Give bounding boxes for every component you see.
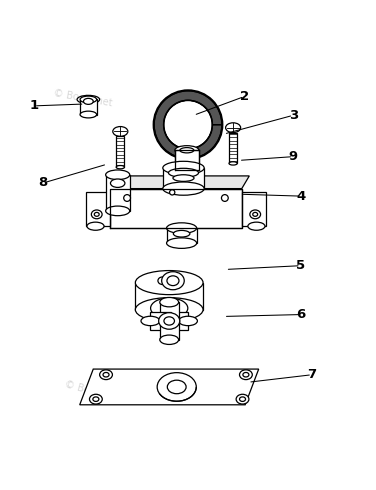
Ellipse shape bbox=[87, 222, 104, 230]
Ellipse shape bbox=[253, 212, 258, 216]
Bar bbox=[229, 133, 237, 163]
Ellipse shape bbox=[250, 210, 261, 219]
Polygon shape bbox=[160, 319, 179, 340]
Ellipse shape bbox=[163, 182, 204, 195]
Ellipse shape bbox=[150, 298, 188, 319]
Text: 4: 4 bbox=[296, 190, 305, 203]
Ellipse shape bbox=[243, 372, 249, 377]
Ellipse shape bbox=[106, 170, 130, 180]
Ellipse shape bbox=[175, 146, 199, 155]
Bar bbox=[135, 283, 203, 310]
Ellipse shape bbox=[159, 313, 180, 329]
Ellipse shape bbox=[168, 168, 199, 177]
Ellipse shape bbox=[135, 270, 203, 294]
Ellipse shape bbox=[167, 223, 197, 233]
Ellipse shape bbox=[113, 126, 128, 136]
Polygon shape bbox=[167, 312, 188, 330]
Text: 8: 8 bbox=[39, 176, 48, 190]
Ellipse shape bbox=[164, 317, 174, 325]
Ellipse shape bbox=[163, 161, 204, 174]
Polygon shape bbox=[160, 302, 179, 323]
Polygon shape bbox=[154, 91, 222, 159]
Ellipse shape bbox=[248, 222, 265, 230]
Text: 6: 6 bbox=[296, 308, 305, 321]
Text: 7: 7 bbox=[308, 368, 317, 381]
Ellipse shape bbox=[240, 370, 252, 380]
Polygon shape bbox=[110, 189, 242, 228]
Ellipse shape bbox=[124, 195, 130, 201]
Bar bbox=[116, 136, 124, 167]
Ellipse shape bbox=[103, 372, 109, 377]
Ellipse shape bbox=[80, 96, 97, 103]
Bar bbox=[175, 150, 199, 170]
Polygon shape bbox=[150, 312, 171, 330]
Text: 2: 2 bbox=[240, 90, 249, 103]
Ellipse shape bbox=[167, 276, 179, 286]
Ellipse shape bbox=[100, 370, 112, 380]
Ellipse shape bbox=[89, 394, 102, 404]
Polygon shape bbox=[242, 193, 266, 226]
Bar bbox=[163, 168, 204, 189]
Polygon shape bbox=[110, 176, 249, 189]
Bar bbox=[80, 99, 97, 115]
Ellipse shape bbox=[160, 335, 179, 344]
Ellipse shape bbox=[170, 190, 175, 195]
Ellipse shape bbox=[180, 147, 194, 153]
Ellipse shape bbox=[167, 380, 186, 393]
Ellipse shape bbox=[116, 166, 124, 169]
Ellipse shape bbox=[160, 297, 179, 307]
Bar bbox=[167, 228, 197, 243]
Bar bbox=[106, 175, 130, 211]
Ellipse shape bbox=[91, 210, 102, 219]
Text: 1: 1 bbox=[29, 99, 38, 112]
Ellipse shape bbox=[77, 96, 100, 103]
Ellipse shape bbox=[175, 166, 199, 174]
Text: © Boats.net: © Boats.net bbox=[64, 379, 124, 404]
Ellipse shape bbox=[135, 297, 203, 322]
Ellipse shape bbox=[83, 98, 93, 104]
Ellipse shape bbox=[162, 271, 184, 290]
Text: © Boats.net: © Boats.net bbox=[53, 88, 113, 108]
Ellipse shape bbox=[179, 316, 197, 326]
Ellipse shape bbox=[240, 397, 246, 401]
Ellipse shape bbox=[80, 111, 97, 118]
Ellipse shape bbox=[157, 373, 196, 401]
Text: 9: 9 bbox=[289, 150, 298, 163]
Polygon shape bbox=[86, 193, 110, 226]
Ellipse shape bbox=[226, 123, 241, 133]
Ellipse shape bbox=[111, 179, 125, 187]
Ellipse shape bbox=[141, 316, 160, 326]
Ellipse shape bbox=[106, 206, 130, 216]
Text: 3: 3 bbox=[289, 109, 298, 122]
Text: 5: 5 bbox=[296, 259, 305, 272]
Polygon shape bbox=[80, 369, 259, 405]
Ellipse shape bbox=[154, 91, 222, 159]
Ellipse shape bbox=[229, 162, 237, 165]
Ellipse shape bbox=[164, 100, 212, 149]
Ellipse shape bbox=[167, 238, 197, 248]
Ellipse shape bbox=[236, 394, 249, 404]
Ellipse shape bbox=[173, 230, 190, 237]
Ellipse shape bbox=[93, 397, 99, 401]
Ellipse shape bbox=[94, 212, 99, 216]
Ellipse shape bbox=[221, 195, 228, 201]
Ellipse shape bbox=[173, 175, 194, 181]
Ellipse shape bbox=[158, 277, 167, 285]
